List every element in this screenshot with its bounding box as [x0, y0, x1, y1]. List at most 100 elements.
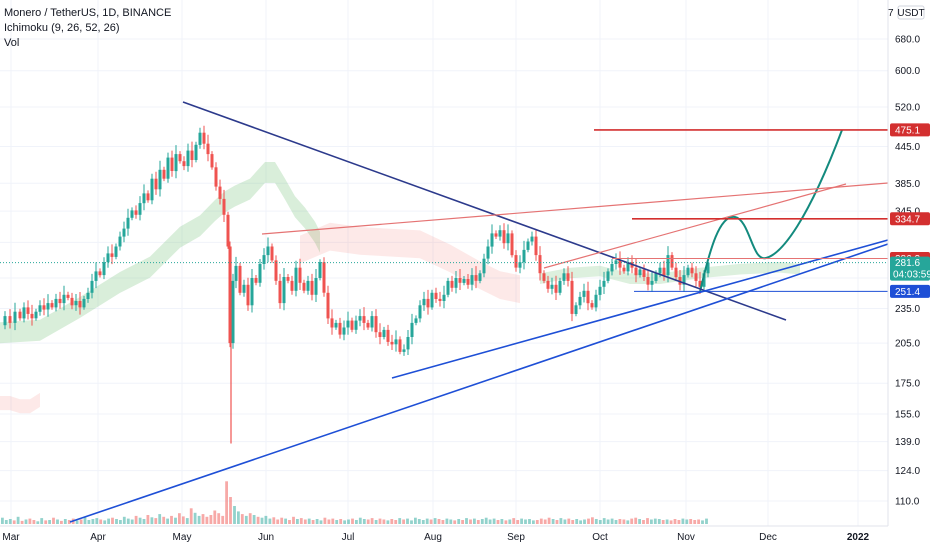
candle-body [246, 284, 250, 306]
volume-bar [614, 520, 618, 524]
candle-body [638, 269, 642, 276]
volume-bar [4, 520, 8, 524]
candle-body [70, 297, 74, 306]
y-tick-label: 124.0 [895, 466, 920, 477]
candle-body [454, 278, 458, 288]
volume-bar [414, 517, 417, 524]
y-tick-label: 155.0 [895, 410, 920, 421]
volume-bar [240, 514, 244, 524]
candle-body [634, 267, 638, 276]
axis-top-partial-label: 7 [888, 8, 894, 19]
candle-body [618, 260, 622, 268]
volume-bar [256, 516, 260, 524]
volume-bar [358, 517, 362, 524]
price-tag[interactable] [890, 212, 930, 226]
volume-bar [268, 518, 272, 524]
volume-bar [244, 515, 248, 524]
candle-body [190, 150, 194, 160]
candle-body [294, 267, 298, 291]
volume-bar [280, 517, 284, 524]
price-tag[interactable] [890, 284, 930, 298]
time-axis[interactable]: Mar Apr May Jun Jul Aug Sep Oct Nov Dec 2022 [0, 525, 932, 550]
volume-bar [598, 520, 602, 524]
price-tag-label: 334.7 [895, 214, 920, 225]
volume-bar [307, 518, 311, 524]
volume-bar [398, 518, 402, 524]
trendline-red-channel-top[interactable] [261, 182, 889, 235]
volume-bar [685, 519, 689, 524]
price-tag[interactable] [890, 256, 930, 281]
candle-body [346, 320, 350, 328]
trendline-red-channel-mid[interactable] [543, 183, 847, 269]
volume-bar [461, 520, 464, 524]
candle-body [234, 265, 238, 281]
volume-bar [138, 517, 142, 524]
volume-bar [288, 520, 291, 524]
volume-bar [252, 515, 256, 524]
volume-bar [63, 519, 67, 524]
volume-bar [520, 518, 523, 524]
volume-bar [583, 519, 586, 524]
candle-body [674, 267, 678, 278]
volume-bar [362, 519, 366, 524]
volume-bar [16, 516, 20, 524]
volume-bar [693, 520, 697, 524]
candle-body [502, 230, 506, 244]
candle-body [8, 316, 12, 323]
volume-bar [571, 520, 575, 524]
candle-body [370, 316, 374, 328]
currency-unit-box[interactable]: USDT [897, 5, 925, 20]
symbol-title[interactable]: Monero / TetherUS, 1D, BINANCE [4, 7, 172, 19]
y-tick-label: 110.0 [895, 497, 920, 508]
volume-legend[interactable]: Vol [4, 37, 20, 49]
candle-body [110, 253, 114, 257]
volume-bar [221, 515, 225, 524]
volume-bar [610, 518, 614, 524]
candle-body [182, 161, 186, 167]
candle-body [462, 279, 466, 283]
candle-body [314, 278, 318, 295]
candle-body [78, 301, 82, 308]
volume-bar [516, 520, 520, 524]
candle-body [54, 298, 58, 308]
volume-bar [575, 519, 579, 524]
volume-bar [32, 520, 36, 524]
volume-bar [453, 520, 457, 524]
trendline-ascending-support-2[interactable] [69, 243, 889, 523]
volume-bar [532, 520, 535, 524]
candle-body [594, 294, 598, 308]
volume-bar [331, 518, 335, 524]
volume-bar [559, 518, 563, 524]
candle-body [231, 280, 235, 344]
volume-bar [28, 518, 32, 524]
candle-body [458, 278, 462, 283]
candle-body [30, 313, 34, 319]
volume-bar [67, 520, 71, 524]
trendline-ascending-support-1[interactable] [391, 239, 889, 379]
price-tag[interactable] [890, 123, 930, 137]
volume-bar [351, 518, 354, 524]
volume-bar [638, 519, 641, 524]
volume-bar [20, 520, 24, 524]
candle-body [18, 311, 22, 319]
volume-bar [402, 519, 405, 524]
candle-body [622, 267, 626, 272]
volume-bar [669, 520, 673, 524]
y-tick-label: 600.0 [895, 66, 920, 77]
volume-bar [111, 517, 114, 524]
volume-bar [260, 517, 264, 524]
candle-body [394, 339, 398, 345]
volume-bar [272, 517, 276, 525]
candle-body [186, 150, 190, 167]
ichimoku-legend[interactable]: Ichimoku (9, 26, 52, 26) [4, 22, 120, 34]
candle-body [550, 284, 554, 289]
volume-bar [355, 520, 358, 524]
candle-body [426, 298, 430, 308]
volume-bar [52, 517, 55, 524]
trendline-descending-resistance[interactable] [182, 101, 787, 321]
volume-bar [473, 518, 476, 524]
volume-bar [24, 519, 28, 524]
projection-curve [699, 129, 843, 293]
candle-body [250, 278, 254, 306]
